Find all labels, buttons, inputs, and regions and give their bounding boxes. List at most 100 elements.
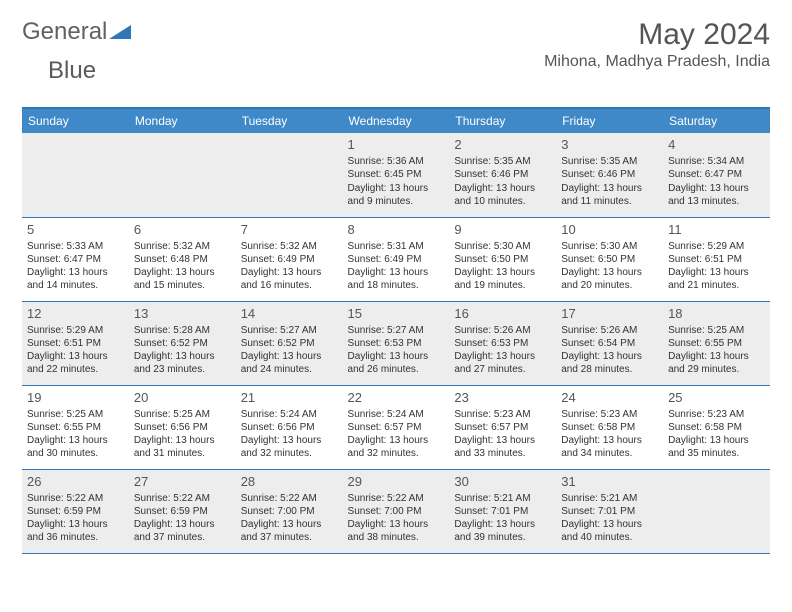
day-number: 23 <box>454 389 551 406</box>
day-number: 4 <box>668 136 765 153</box>
day-details: Sunrise: 5:35 AMSunset: 6:46 PMDaylight:… <box>561 155 658 208</box>
calendar-head: SundayMondayTuesdayWednesdayThursdayFrid… <box>22 109 770 133</box>
day-number: 3 <box>561 136 658 153</box>
calendar-cell <box>236 133 343 217</box>
day-number: 12 <box>27 305 124 322</box>
calendar-row: 1Sunrise: 5:36 AMSunset: 6:45 PMDaylight… <box>22 133 770 217</box>
day-details: Sunrise: 5:30 AMSunset: 6:50 PMDaylight:… <box>454 240 551 293</box>
day-number: 2 <box>454 136 551 153</box>
day-number: 8 <box>348 221 445 238</box>
calendar-cell: 11 Sunrise: 5:29 AMSunset: 6:51 PMDayligh… <box>663 217 770 301</box>
calendar-cell: 9Sunrise: 5:30 AMSunset: 6:50 PMDaylight… <box>449 217 556 301</box>
calendar-cell: 13Sunrise: 5:28 AMSunset: 6:52 PMDayligh… <box>129 301 236 385</box>
day-details: Sunrise: 5:22 AMSunset: 6:59 PMDaylight:… <box>27 492 124 545</box>
day-header: Thursday <box>449 109 556 133</box>
day-details: Sunrise: 5:24 AMSunset: 6:56 PMDaylight:… <box>241 408 338 461</box>
calendar-cell: 24 Sunrise: 5:23 AMSunset: 6:58 PMDayligh… <box>556 385 663 469</box>
day-number: 26 <box>27 473 124 490</box>
calendar-cell: 21 Sunrise: 5:24 AMSunset: 6:56 PMDayligh… <box>236 385 343 469</box>
day-number: 13 <box>134 305 231 322</box>
day-details: Sunrise: 5:29 AMSunset: 6:51 PMDaylight:… <box>668 240 765 293</box>
day-header: Tuesday <box>236 109 343 133</box>
day-details: Sunrise: 5:25 AMSunset: 6:55 PMDaylight:… <box>668 324 765 377</box>
calendar-cell: 8 Sunrise: 5:31 AMSunset: 6:49 PMDaylight… <box>343 217 450 301</box>
day-header: Monday <box>129 109 236 133</box>
day-details: Sunrise: 5:21 AMSunset: 7:01 PMDaylight:… <box>454 492 551 545</box>
logo: General <box>22 18 131 46</box>
calendar-cell: 30 Sunrise: 5:21 AMSunset: 7:01 PMDayligh… <box>449 469 556 553</box>
calendar-cell: 19 Sunrise: 5:25 AMSunset: 6:55 PMDayligh… <box>22 385 129 469</box>
day-number: 25 <box>668 389 765 406</box>
day-details: Sunrise: 5:22 AMSunset: 6:59 PMDaylight:… <box>134 492 231 545</box>
day-number: 21 <box>241 389 338 406</box>
day-header: Sunday <box>22 109 129 133</box>
day-details: Sunrise: 5:33 AMSunset: 6:47 PMDaylight:… <box>27 240 124 293</box>
calendar-cell: 22 Sunrise: 5:24 AMSunset: 6:57 PMDayligh… <box>343 385 450 469</box>
day-details: Sunrise: 5:23 AMSunset: 6:58 PMDaylight:… <box>561 408 658 461</box>
day-header: Saturday <box>663 109 770 133</box>
day-details: Sunrise: 5:27 AMSunset: 6:53 PMDaylight:… <box>348 324 445 377</box>
calendar-cell: 3 Sunrise: 5:35 AMSunset: 6:46 PMDaylight… <box>556 133 663 217</box>
day-header: Friday <box>556 109 663 133</box>
calendar-cell: 16 Sunrise: 5:26 AMSunset: 6:53 PMDayligh… <box>449 301 556 385</box>
calendar-cell: 14Sunrise: 5:27 AMSunset: 6:52 PMDayligh… <box>236 301 343 385</box>
calendar-cell: 10 Sunrise: 5:30 AMSunset: 6:50 PMDayligh… <box>556 217 663 301</box>
calendar-cell: 29Sunrise: 5:22 AMSunset: 7:00 PMDayligh… <box>343 469 450 553</box>
day-number: 24 <box>561 389 658 406</box>
day-number: 30 <box>454 473 551 490</box>
month-title: May 2024 <box>544 18 770 52</box>
day-number: 28 <box>241 473 338 490</box>
day-details: Sunrise: 5:32 AMSunset: 6:49 PMDaylight:… <box>241 240 338 293</box>
day-details: Sunrise: 5:23 AMSunset: 6:57 PMDaylight:… <box>454 408 551 461</box>
calendar-row: 26 Sunrise: 5:22 AMSunset: 6:59 PMDayligh… <box>22 469 770 553</box>
day-number: 19 <box>27 389 124 406</box>
day-details: Sunrise: 5:22 AMSunset: 7:00 PMDaylight:… <box>348 492 445 545</box>
calendar-cell: 6 Sunrise: 5:32 AMSunset: 6:48 PMDaylight… <box>129 217 236 301</box>
calendar-cell <box>129 133 236 217</box>
day-header: Wednesday <box>343 109 450 133</box>
day-number: 15 <box>348 305 445 322</box>
day-number: 31 <box>561 473 658 490</box>
day-details: Sunrise: 5:21 AMSunset: 7:01 PMDaylight:… <box>561 492 658 545</box>
calendar-cell: 12 Sunrise: 5:29 AMSunset: 6:51 PMDayligh… <box>22 301 129 385</box>
calendar-cell: 1Sunrise: 5:36 AMSunset: 6:45 PMDaylight… <box>343 133 450 217</box>
day-number: 16 <box>454 305 551 322</box>
day-details: Sunrise: 5:32 AMSunset: 6:48 PMDaylight:… <box>134 240 231 293</box>
day-details: Sunrise: 5:35 AMSunset: 6:46 PMDaylight:… <box>454 155 551 208</box>
logo-text-2: Blue <box>48 57 792 85</box>
day-details: Sunrise: 5:26 AMSunset: 6:54 PMDaylight:… <box>561 324 658 377</box>
calendar-row: 19 Sunrise: 5:25 AMSunset: 6:55 PMDayligh… <box>22 385 770 469</box>
calendar-cell: 28 Sunrise: 5:22 AMSunset: 7:00 PMDayligh… <box>236 469 343 553</box>
day-number: 11 <box>668 221 765 238</box>
day-details: Sunrise: 5:26 AMSunset: 6:53 PMDaylight:… <box>454 324 551 377</box>
day-number: 7 <box>241 221 338 238</box>
calendar-row: 5 Sunrise: 5:33 AMSunset: 6:47 PMDaylight… <box>22 217 770 301</box>
day-number: 10 <box>561 221 658 238</box>
day-number: 22 <box>348 389 445 406</box>
logo-text-1: General <box>22 18 107 46</box>
calendar-body: 1Sunrise: 5:36 AMSunset: 6:45 PMDaylight… <box>22 133 770 553</box>
day-details: Sunrise: 5:25 AMSunset: 6:55 PMDaylight:… <box>27 408 124 461</box>
day-details: Sunrise: 5:29 AMSunset: 6:51 PMDaylight:… <box>27 324 124 377</box>
calendar-cell: 5 Sunrise: 5:33 AMSunset: 6:47 PMDaylight… <box>22 217 129 301</box>
day-number: 18 <box>668 305 765 322</box>
day-details: Sunrise: 5:36 AMSunset: 6:45 PMDaylight:… <box>348 155 445 208</box>
day-details: Sunrise: 5:22 AMSunset: 7:00 PMDaylight:… <box>241 492 338 545</box>
calendar-cell: 15 Sunrise: 5:27 AMSunset: 6:53 PMDayligh… <box>343 301 450 385</box>
day-details: Sunrise: 5:23 AMSunset: 6:58 PMDaylight:… <box>668 408 765 461</box>
calendar-table: SundayMondayTuesdayWednesdayThursdayFrid… <box>22 109 770 554</box>
day-number: 27 <box>134 473 231 490</box>
calendar-cell: 17Sunrise: 5:26 AMSunset: 6:54 PMDayligh… <box>556 301 663 385</box>
calendar-cell <box>22 133 129 217</box>
calendar-cell: 20Sunrise: 5:25 AMSunset: 6:56 PMDayligh… <box>129 385 236 469</box>
day-number: 6 <box>134 221 231 238</box>
calendar-cell: 27 Sunrise: 5:22 AMSunset: 6:59 PMDayligh… <box>129 469 236 553</box>
calendar-cell: 18 Sunrise: 5:25 AMSunset: 6:55 PMDayligh… <box>663 301 770 385</box>
calendar-cell: 4Sunrise: 5:34 AMSunset: 6:47 PMDaylight… <box>663 133 770 217</box>
calendar-cell: 26 Sunrise: 5:22 AMSunset: 6:59 PMDayligh… <box>22 469 129 553</box>
day-details: Sunrise: 5:31 AMSunset: 6:49 PMDaylight:… <box>348 240 445 293</box>
day-details: Sunrise: 5:30 AMSunset: 6:50 PMDaylight:… <box>561 240 658 293</box>
calendar-cell: 2 Sunrise: 5:35 AMSunset: 6:46 PMDaylight… <box>449 133 556 217</box>
day-details: Sunrise: 5:24 AMSunset: 6:57 PMDaylight:… <box>348 408 445 461</box>
day-number: 5 <box>27 221 124 238</box>
